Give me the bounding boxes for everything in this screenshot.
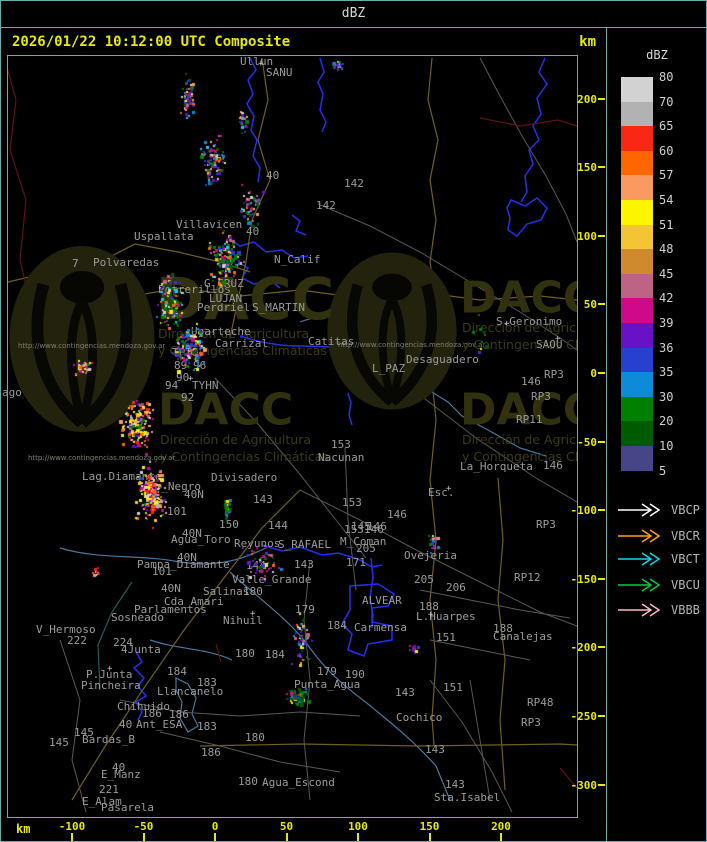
- dbz-scale-block: [621, 126, 653, 151]
- x-axis-tick: [428, 833, 431, 841]
- dbz-scale-block: [621, 396, 653, 422]
- dbz-scale-block: [621, 101, 653, 127]
- dbz-scale-label: 48: [659, 242, 674, 257]
- legend-arrow-label: VBCP: [671, 503, 700, 517]
- y-axis-tick: [598, 303, 605, 306]
- dbz-scale-label: 35: [659, 365, 674, 380]
- title-bar: dBZ: [0, 0, 707, 28]
- legend-arrow-label: VBCU: [671, 578, 700, 592]
- radar-echoes-layer: [8, 56, 577, 817]
- header-row: 2026/01/22 10:12:00 UTC Composite km: [6, 34, 600, 54]
- y-axis-tick-label: -200: [570, 641, 598, 655]
- y-axis-tick: [598, 577, 605, 580]
- dbz-scale-block: [621, 446, 653, 471]
- y-axis-tick: [598, 509, 605, 512]
- legend-arrow-row: VBCR: [617, 529, 705, 543]
- dbz-scale-label: 20: [659, 414, 674, 429]
- y-axis-tick-label: -150: [570, 572, 598, 586]
- x-axis-tick: [500, 833, 502, 841]
- dbz-scale-label: 39: [659, 316, 674, 330]
- y-axis-tick: [598, 783, 605, 786]
- dbz-scale-label: 30: [659, 389, 674, 404]
- x-axis-tick-label: 150: [419, 820, 440, 833]
- y-axis-tick-label: 100: [577, 229, 597, 243]
- x-axis-tick-label: 0: [211, 820, 219, 833]
- y-axis-tick: [598, 97, 605, 100]
- y-axis-tick-label: -100: [570, 504, 598, 518]
- dbz-scale-block: [621, 200, 653, 225]
- dbz-scale-label: 70: [659, 94, 674, 109]
- dbz-scale-block: [621, 298, 653, 323]
- y-axis-tick: [598, 715, 605, 717]
- velocity-arrow-icon: [618, 529, 661, 543]
- window-title: dBZ: [341, 6, 366, 21]
- velocity-arrow-icon: [618, 503, 661, 517]
- x-axis-tick: [357, 833, 359, 841]
- dbz-scale-label: 36: [659, 340, 674, 355]
- dbz-scale-block: [621, 175, 653, 200]
- velocity-arrow-icon: [618, 603, 661, 617]
- legend-arrow-row: VBCU: [617, 578, 705, 592]
- y-axis-tick-label: -250: [570, 710, 598, 723]
- y-axis-tick-label: -50: [577, 435, 597, 449]
- x-axis-tick-label: 100: [348, 820, 368, 833]
- legend-arrow-label: VBBB: [671, 603, 700, 617]
- y-axis-unit-label: km: [579, 34, 596, 50]
- dbz-scale-label: 60: [659, 143, 674, 158]
- y-axis-tick: [598, 646, 605, 649]
- legend-arrow-row: VBBB: [617, 603, 705, 617]
- x-axis-tick: [71, 833, 73, 841]
- dbz-scale-block: [621, 273, 653, 299]
- x-axis-tick: [285, 833, 288, 841]
- dbz-scale-block: [621, 323, 653, 348]
- x-axis-tick: [142, 833, 145, 841]
- velocity-arrow-icon: [618, 578, 661, 592]
- dbz-scale-label: 5: [659, 463, 667, 478]
- y-axis-tick-label: 50: [583, 298, 597, 312]
- dbz-scale-block: [621, 372, 653, 397]
- x-axis-tick-label: 200: [491, 820, 511, 833]
- legend-arrow-row: VBCP: [617, 503, 705, 517]
- timestamp-label: 2026/01/22 10:12:00 UTC Composite: [12, 34, 291, 50]
- dbz-scale-label: 42: [659, 291, 674, 306]
- dbz-scale-label: 80: [659, 70, 674, 84]
- x-axis-unit-label: km: [16, 822, 31, 836]
- map-frame: [7, 55, 578, 818]
- y-axis-tick: [598, 372, 605, 374]
- x-axis-tick: [214, 833, 216, 841]
- legend-arrow-label: VBCT: [671, 552, 700, 566]
- y-axis-tick-label: 200: [577, 92, 597, 106]
- dbz-scale-block: [621, 421, 653, 446]
- dbz-scale-label: 54: [659, 193, 674, 207]
- dbz-scale-block: [621, 150, 653, 176]
- legend-panel: dBZ 80 70 65 60 57 54 51 48 45 42 39 36 35 30 20 10 5 VB…: [606, 27, 707, 842]
- y-axis-tick-label: -300: [570, 778, 598, 792]
- y-axis-tick: [598, 440, 605, 443]
- x-axis-tick-label: -100: [58, 820, 86, 833]
- x-axis-tick-label: 50: [279, 820, 294, 833]
- y-axis: 200 150 100 50 0 -50 -100 -150 -200 -250 -300: [570, 56, 606, 817]
- legend-title: dBZ: [646, 48, 668, 62]
- dbz-scale-label: 57: [659, 168, 674, 183]
- dbz-scale-block: [621, 77, 653, 102]
- x-axis: km -100 -50 0 50 100 150 200: [8, 818, 577, 842]
- dbz-scale-label: 10: [659, 439, 674, 453]
- dbz-scale-block: [621, 249, 653, 274]
- y-axis-tick-label: 0: [590, 367, 597, 380]
- dbz-scale-label: 45: [659, 266, 674, 281]
- velocity-arrow-icon: [618, 552, 661, 566]
- dbz-scale-label: 51: [659, 217, 674, 232]
- dbz-scale-block: [621, 224, 653, 250]
- legend-arrow-label: VBCR: [671, 529, 700, 543]
- y-axis-tick: [598, 234, 605, 237]
- x-axis-tick-label: -50: [133, 820, 154, 833]
- y-axis-tick-label: 150: [577, 161, 597, 175]
- dbz-scale-block: [621, 347, 653, 373]
- dbz-scale-label: 65: [659, 119, 674, 134]
- y-axis-tick: [598, 166, 605, 169]
- legend-arrow-row: VBCT: [617, 552, 705, 566]
